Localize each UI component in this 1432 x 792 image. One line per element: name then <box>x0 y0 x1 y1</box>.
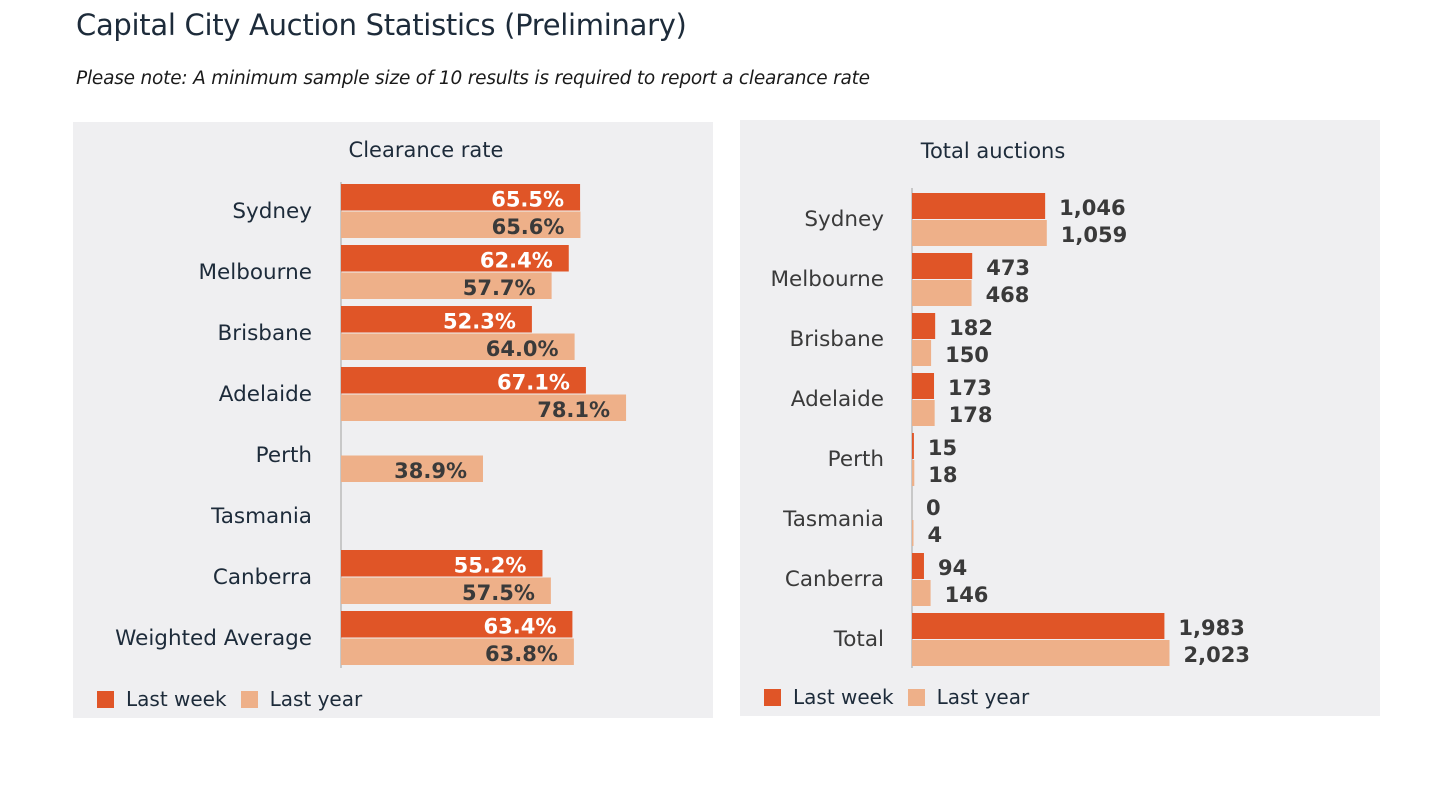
legend-swatch-last-year <box>907 688 925 706</box>
total-auctions-chart: Total auctions Sydney 1,046 1,059 Melbourne 4… <box>771 139 1250 668</box>
bar-last-year-total <box>912 640 1170 666</box>
page-title: Capital City Auction Statistics (Prelimi… <box>76 8 687 42</box>
data-label-last-year-canberra: 146 <box>945 583 989 607</box>
data-label-last-year-tasmania: 4 <box>928 523 943 547</box>
category-label-perth: Perth <box>828 447 884 472</box>
data-label-last-week-brisbane: 182 <box>949 316 993 340</box>
legend-label-last-year: Last year <box>936 685 1030 709</box>
bar-last-year-sydney <box>912 220 1047 246</box>
legend-swatch-last-week <box>764 688 781 706</box>
category-label-weighted-average: Weighted Average <box>115 626 312 651</box>
bar-last-week-adelaide <box>912 373 935 399</box>
data-label-last-year-weighted-average: 63.8% <box>485 642 558 666</box>
data-label-last-year-canberra: 57.5% <box>462 581 535 605</box>
category-label-total: Total <box>833 627 884 652</box>
data-label-last-year-perth: 18 <box>928 463 957 487</box>
bar-last-week-total <box>912 613 1165 639</box>
data-label-last-year-adelaide: 178 <box>949 403 993 427</box>
data-label-last-week-tasmania: 0 <box>926 496 941 520</box>
bar-last-year-melbourne <box>912 280 972 306</box>
legend-label-last-year: Last year <box>269 687 363 711</box>
data-label-last-year-sydney: 65.6% <box>492 215 565 239</box>
data-label-last-week-melbourne: 62.4% <box>480 249 553 273</box>
total-auctions-legend: Last week Last year <box>764 682 1043 712</box>
bar-last-year-sydney <box>341 211 581 238</box>
bar-last-week-melbourne <box>912 253 973 279</box>
bar-last-week-sydney <box>912 193 1046 219</box>
bar-last-year-perth <box>912 460 915 486</box>
sample-size-note: Please note: A minimum sample size of 10… <box>76 68 870 89</box>
bar-last-year-perth <box>341 455 483 482</box>
bar-last-year-tasmania <box>912 520 914 546</box>
category-label-tasmania: Tasmania <box>210 504 312 529</box>
category-label-adelaide: Adelaide <box>219 382 312 407</box>
chart-title: Clearance rate <box>349 138 504 162</box>
category-label-sydney: Sydney <box>804 207 884 232</box>
category-label-adelaide: Adelaide <box>791 387 884 412</box>
data-label-last-year-brisbane: 150 <box>945 343 989 367</box>
bar-last-week-perth <box>912 433 914 459</box>
data-label-last-year-adelaide: 78.1% <box>537 398 610 422</box>
clearance-rate-chart: Clearance rate Sydney 65.5% 65.6% Melbourne 6… <box>115 138 627 668</box>
data-label-last-week-adelaide: 173 <box>948 376 992 400</box>
bar-last-year-canberra <box>341 577 551 604</box>
bar-last-year-weighted-average <box>341 638 574 665</box>
legend-swatch-last-year <box>240 690 258 708</box>
data-label-last-week-canberra: 55.2% <box>454 554 527 578</box>
bar-last-week-sydney <box>341 184 581 211</box>
bar-last-year-melbourne <box>341 272 552 299</box>
data-label-last-year-melbourne: 57.7% <box>463 276 536 300</box>
legend-label-last-week: Last week <box>126 687 227 711</box>
data-label-last-week-brisbane: 52.3% <box>443 310 516 334</box>
bar-last-week-weighted-average <box>341 611 573 638</box>
bar-last-year-canberra <box>912 580 931 606</box>
data-label-last-year-melbourne: 468 <box>986 283 1030 307</box>
data-label-last-week-weighted-average: 63.4% <box>484 615 557 639</box>
data-label-last-year-perth: 38.9% <box>394 459 467 483</box>
category-label-canberra: Canberra <box>213 565 312 590</box>
clearance-rate-legend: Last week Last year <box>97 684 376 714</box>
category-label-canberra: Canberra <box>785 567 884 592</box>
legend-swatch-last-week <box>97 690 114 708</box>
data-label-last-year-brisbane: 64.0% <box>486 337 559 361</box>
bar-last-year-brisbane <box>341 333 575 360</box>
bar-last-year-adelaide <box>912 400 935 426</box>
data-label-last-week-adelaide: 67.1% <box>497 371 570 395</box>
bar-last-week-adelaide <box>341 367 586 394</box>
data-label-last-week-sydney: 65.5% <box>491 188 564 212</box>
bar-last-week-canberra <box>341 550 543 577</box>
data-label-last-year-sydney: 1,059 <box>1061 223 1127 247</box>
data-label-last-week-total: 1,983 <box>1178 616 1244 640</box>
category-label-sydney: Sydney <box>232 199 312 224</box>
category-label-tasmania: Tasmania <box>782 507 884 532</box>
bar-last-week-melbourne <box>341 245 569 272</box>
chart-title: Total auctions <box>920 139 1066 163</box>
bar-last-week-canberra <box>912 553 924 579</box>
legend-label-last-week: Last week <box>793 685 894 709</box>
category-label-brisbane: Brisbane <box>790 327 884 352</box>
data-label-last-week-canberra: 94 <box>938 556 967 580</box>
data-label-last-week-perth: 15 <box>928 436 957 460</box>
data-label-last-week-sydney: 1,046 <box>1059 196 1125 220</box>
total-auctions-chart-panel: Total auctions Sydney 1,046 1,059 Melbourne 4… <box>740 120 1380 716</box>
bar-last-year-brisbane <box>912 340 932 366</box>
category-label-melbourne: Melbourne <box>199 260 313 285</box>
data-label-last-week-melbourne: 473 <box>986 256 1030 280</box>
data-label-last-year-total: 2,023 <box>1184 643 1250 667</box>
category-label-brisbane: Brisbane <box>218 321 312 346</box>
bar-last-year-adelaide <box>341 394 627 421</box>
category-label-melbourne: Melbourne <box>771 267 885 292</box>
clearance-rate-chart-panel: Clearance rate Sydney 65.5% 65.6% Melbourne 6… <box>73 122 713 718</box>
category-label-perth: Perth <box>256 443 312 468</box>
bar-last-week-brisbane <box>912 313 936 339</box>
bar-last-week-brisbane <box>341 306 532 333</box>
